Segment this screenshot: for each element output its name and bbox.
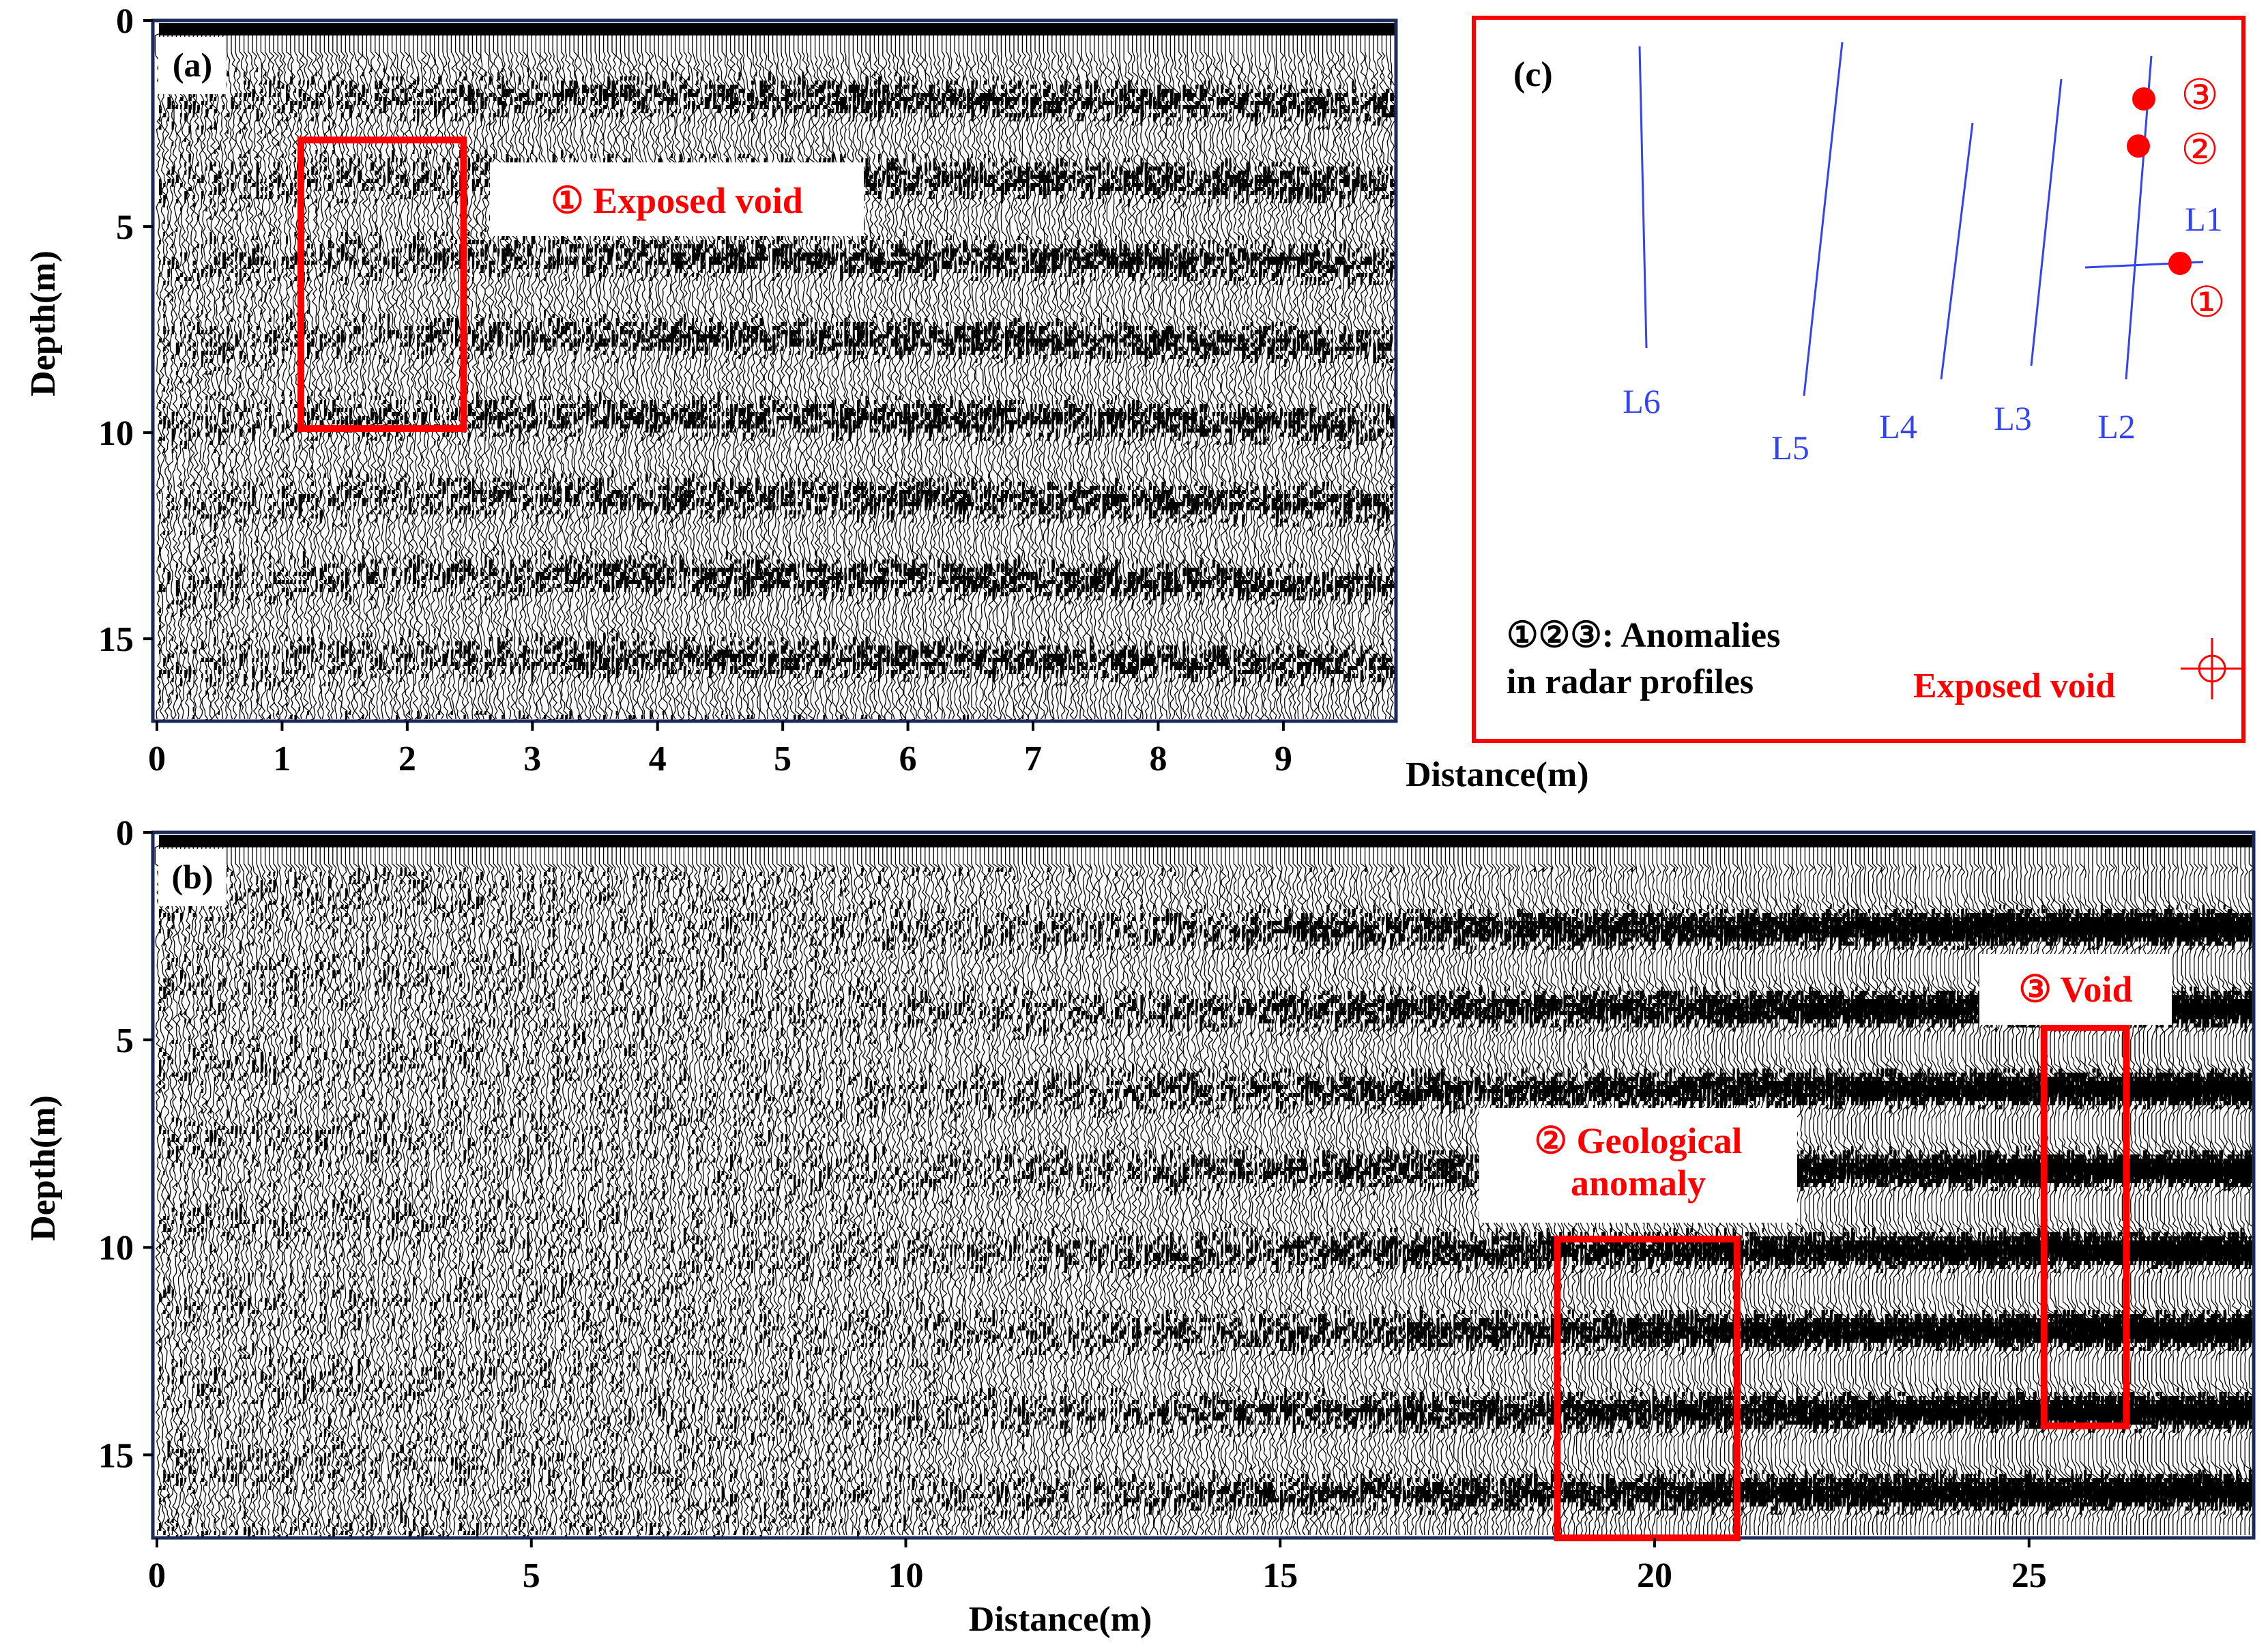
- annotation-geological-line2: anomaly: [1571, 1163, 1706, 1204]
- y-axis-a: 0 5 10 15: [98, 2, 153, 659]
- y-tick-label-a: 15: [98, 620, 134, 659]
- annotation-void: ③ Void: [2018, 969, 2132, 1010]
- anomaly-point-1: [2168, 252, 2192, 275]
- annotation-geological-line1: ② Geological: [1535, 1120, 1743, 1161]
- x-tick-label-a: 7: [1024, 740, 1042, 778]
- line-label-l2: L2: [2097, 407, 2136, 446]
- y-tick-label-b: 5: [116, 1021, 134, 1060]
- y-tick-label-a: 10: [98, 414, 134, 453]
- anomaly-mark-3: ③: [2181, 72, 2219, 119]
- radargram-b: [155, 835, 2259, 1539]
- x-tick-label-a: 3: [523, 740, 541, 778]
- x-tick-label-a: 1: [273, 740, 291, 778]
- x-axis-b: 0 5 10 15 20 25: [148, 1538, 2047, 1595]
- anomaly-mark-1: ①: [2187, 280, 2226, 326]
- legend-anomalies-line1: ①②③: Anomalies: [1507, 616, 1780, 655]
- line-label-l4: L4: [1879, 407, 1917, 446]
- x-tick-label-b: 0: [148, 1556, 166, 1595]
- x-tick-label-a: 8: [1149, 740, 1167, 778]
- y-tick-label-b: 15: [98, 1436, 134, 1475]
- y-tick-label-a: 5: [116, 208, 134, 247]
- panel-b: (b) ② Geological anomaly ③ Void 0 5 10 15 20…: [24, 814, 2259, 1639]
- x-tick-label-b: 20: [1637, 1556, 1672, 1595]
- anomaly-mark-2: ②: [2181, 127, 2219, 173]
- x-tick-label-a: 5: [774, 740, 791, 778]
- x-tick-label-b: 15: [1262, 1556, 1298, 1595]
- x-tick-label-a: 9: [1275, 740, 1292, 778]
- x-tick-label-b: 5: [523, 1556, 540, 1595]
- panel-label-b: (b): [171, 858, 213, 896]
- line-label-l1: L1: [2185, 200, 2223, 238]
- annotation-exposed-void: ① Exposed void: [551, 180, 803, 221]
- x-axis-label-b: Distance(m): [969, 1600, 1152, 1639]
- x-tick-label-a: 2: [398, 740, 416, 778]
- x-tick-label-a: 6: [899, 740, 917, 778]
- line-label-l5: L5: [1771, 428, 1809, 467]
- x-tick-label-a: 0: [148, 740, 166, 778]
- legend-anomalies-line2: in radar profiles: [1507, 663, 1754, 701]
- y-axis-b: 0 5 10 15: [98, 814, 153, 1475]
- panel-label-a: (a): [173, 46, 212, 84]
- y-tick-label-b: 10: [98, 1229, 134, 1268]
- panel-a: (a) ① Exposed void 0 1 2 3 4 5 6 7 8 9 0 5 10 15 Dis…: [24, 2, 1589, 794]
- x-axis-a: 0 1 2 3 4 5 6 7 8 9: [148, 721, 1292, 778]
- x-tick-label-a: 4: [649, 740, 667, 778]
- line-label-l3: L3: [1994, 399, 2032, 437]
- x-tick-label-b: 10: [888, 1556, 924, 1595]
- y-tick-label-b: 0: [116, 814, 134, 853]
- y-axis-label-a: Depth(m): [24, 250, 63, 396]
- anomaly-point-3: [2132, 87, 2155, 111]
- exposed-void-label: Exposed void: [1913, 667, 2115, 705]
- x-axis-label-a: Distance(m): [1406, 755, 1589, 794]
- anomaly-point-2: [2127, 134, 2150, 158]
- panel-c: (c) L6 L5 L4 L3 L2 L1 ③ ② ① ①②③: Anomali…: [1474, 18, 2243, 741]
- panel-label-c: (c): [1513, 55, 1553, 94]
- radargram-a: [155, 23, 1400, 723]
- line-label-l6: L6: [1623, 382, 1661, 420]
- x-tick-label-b: 25: [2011, 1556, 2047, 1595]
- y-axis-label-b: Depth(m): [24, 1095, 63, 1241]
- y-tick-label-a: 0: [116, 2, 134, 41]
